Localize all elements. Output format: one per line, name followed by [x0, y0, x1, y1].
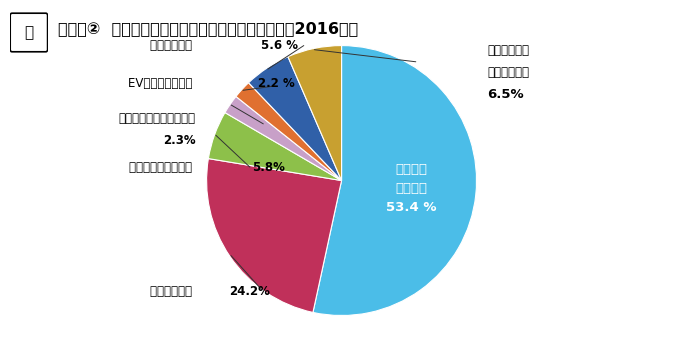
Text: 6.5%: 6.5% [488, 88, 524, 101]
FancyBboxPatch shape [10, 13, 48, 52]
Text: ディーゼルエンジン: ディーゼルエンジン [129, 160, 196, 173]
Text: 24.2%: 24.2% [229, 285, 270, 298]
Wedge shape [313, 45, 477, 316]
Text: 2.3%: 2.3% [163, 133, 196, 147]
Wedge shape [236, 83, 341, 181]
Text: こだわらない: こだわらない [150, 39, 196, 52]
Wedge shape [249, 57, 341, 181]
Text: 決めていない: 決めていない [488, 66, 529, 79]
Wedge shape [288, 45, 341, 181]
Text: 5.6 %: 5.6 % [261, 39, 299, 52]
Wedge shape [225, 96, 341, 181]
Text: プラグインハイブリッド: プラグインハイブリッド [119, 112, 196, 125]
Wedge shape [208, 113, 341, 181]
Text: 2.2 %: 2.2 % [258, 77, 294, 90]
Text: 5.8%: 5.8% [252, 160, 285, 173]
Text: グラフ②  次回購入したいクルマのエンジンタイプ（2016年）: グラフ② 次回購入したいクルマのエンジンタイプ（2016年） [58, 22, 358, 37]
Text: 🚗: 🚗 [24, 25, 33, 40]
Text: わからない／: わからない／ [488, 44, 529, 57]
Text: ガソリン
エンジン
53.4 %: ガソリン エンジン 53.4 % [386, 162, 437, 213]
Wedge shape [207, 159, 341, 313]
Text: ハイブリッド: ハイブリッド [150, 285, 196, 298]
Text: EV（電気自動車）: EV（電気自動車） [128, 77, 196, 90]
